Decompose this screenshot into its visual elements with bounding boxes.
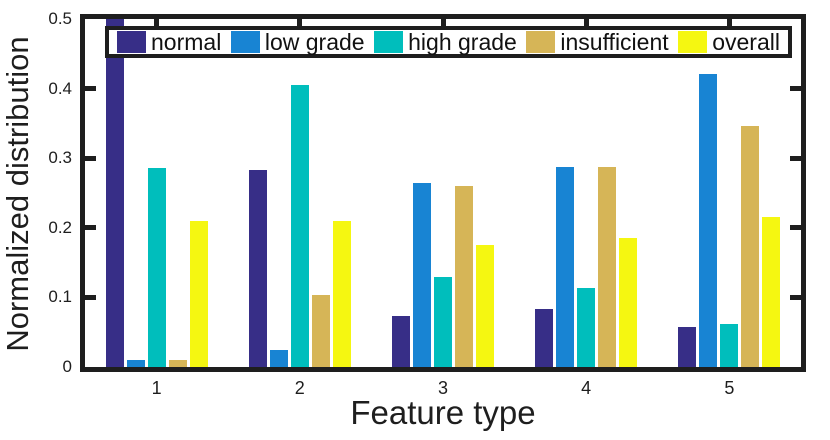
legend-label: insufficient — [560, 29, 669, 55]
x-axis-tick-top — [154, 19, 160, 30]
legend-swatch-insufficient — [526, 31, 556, 53]
plot-area — [80, 14, 806, 372]
bar-insufficient-group-3 — [455, 186, 473, 367]
legend-label: overall — [712, 29, 780, 55]
bar-group-5 — [678, 19, 781, 367]
x-tick-label: 1 — [151, 378, 162, 398]
y-axis-tick-left — [85, 155, 96, 161]
y-tick-label: 0.5 — [48, 9, 72, 28]
bar-group-3 — [392, 19, 495, 367]
y-axis-tick-right — [790, 86, 801, 92]
y-axis-tick-right — [790, 225, 801, 231]
x-axis-tick-top — [297, 19, 303, 30]
y-tick-label: 0 — [62, 357, 72, 376]
bar-low-grade-group-1 — [126, 360, 145, 367]
legend-item-insufficient: insufficient — [526, 29, 669, 55]
x-axis-label: Feature type — [350, 394, 536, 431]
legend-item-high-grade: high grade — [374, 30, 517, 54]
bar-group-4 — [535, 19, 638, 367]
legend-swatch-high-grade — [374, 31, 404, 53]
bar-insufficient-group-5 — [741, 125, 760, 367]
y-axis-tick-right — [790, 294, 801, 300]
y-tick-label: 0.1 — [48, 287, 72, 307]
legend-item-overall: overall — [678, 30, 780, 54]
bar-high-grade-group-2 — [290, 85, 309, 367]
x-tick-label: 4 — [581, 378, 592, 398]
bar-normal-group-3 — [392, 316, 410, 367]
legend-label: low grade — [264, 29, 365, 55]
bar-normal-group-4 — [535, 308, 554, 367]
x-axis-tick-top — [583, 19, 589, 30]
bar-low-grade-group-2 — [269, 349, 288, 367]
legend-swatch-normal — [117, 31, 146, 53]
y-axis-tick-right — [790, 155, 801, 161]
bar-high-grade-group-3 — [434, 276, 452, 367]
bar-low-grade-group-4 — [556, 166, 575, 367]
legend-item-normal: normal — [117, 30, 221, 54]
bar-normal-group-5 — [678, 326, 697, 367]
y-axis-tick-left — [85, 86, 96, 92]
y-tick-label: 0.4 — [48, 78, 72, 98]
x-axis-tick-top — [726, 19, 732, 30]
x-tick-label: 5 — [724, 378, 735, 398]
bar-high-grade-group-4 — [577, 287, 596, 367]
bar-overall-group-3 — [476, 244, 494, 367]
bar-low-grade-group-5 — [699, 73, 718, 367]
legend-label: normal — [151, 29, 222, 55]
y-axis-label: Normalized distribution — [0, 36, 35, 352]
legend-swatch-low-grade — [230, 31, 260, 53]
bar-insufficient-group-1 — [168, 360, 187, 367]
bar-group-1 — [105, 19, 208, 367]
bar-overall-group-4 — [619, 238, 638, 367]
bar-high-grade-group-1 — [147, 167, 166, 367]
bar-group-2 — [248, 19, 351, 367]
bar-low-grade-group-3 — [413, 182, 431, 367]
bar-normal-group-2 — [248, 170, 267, 367]
legend-label: high grade — [408, 29, 517, 55]
x-axis-tick-top — [440, 19, 446, 30]
y-tick-label: 0.2 — [48, 217, 72, 237]
bar-overall-group-2 — [332, 220, 351, 367]
legend-item-low-grade: low grade — [230, 29, 365, 55]
bar-high-grade-group-5 — [720, 323, 739, 367]
y-axis-tick-left — [85, 294, 96, 300]
bar-insufficient-group-4 — [598, 166, 617, 367]
bar-insufficient-group-2 — [311, 294, 330, 367]
x-tick-label: 3 — [437, 378, 448, 398]
bar-overall-group-1 — [189, 220, 208, 367]
legend: normal low grade high grade insufficient ove… — [105, 26, 792, 58]
bar-overall-group-5 — [762, 217, 781, 367]
y-axis-tick-left — [85, 225, 96, 231]
bar-normal-group-1 — [105, 19, 124, 367]
x-tick-label: 2 — [294, 378, 305, 398]
y-tick-label: 0.3 — [48, 148, 72, 168]
legend-swatch-overall — [678, 31, 708, 53]
